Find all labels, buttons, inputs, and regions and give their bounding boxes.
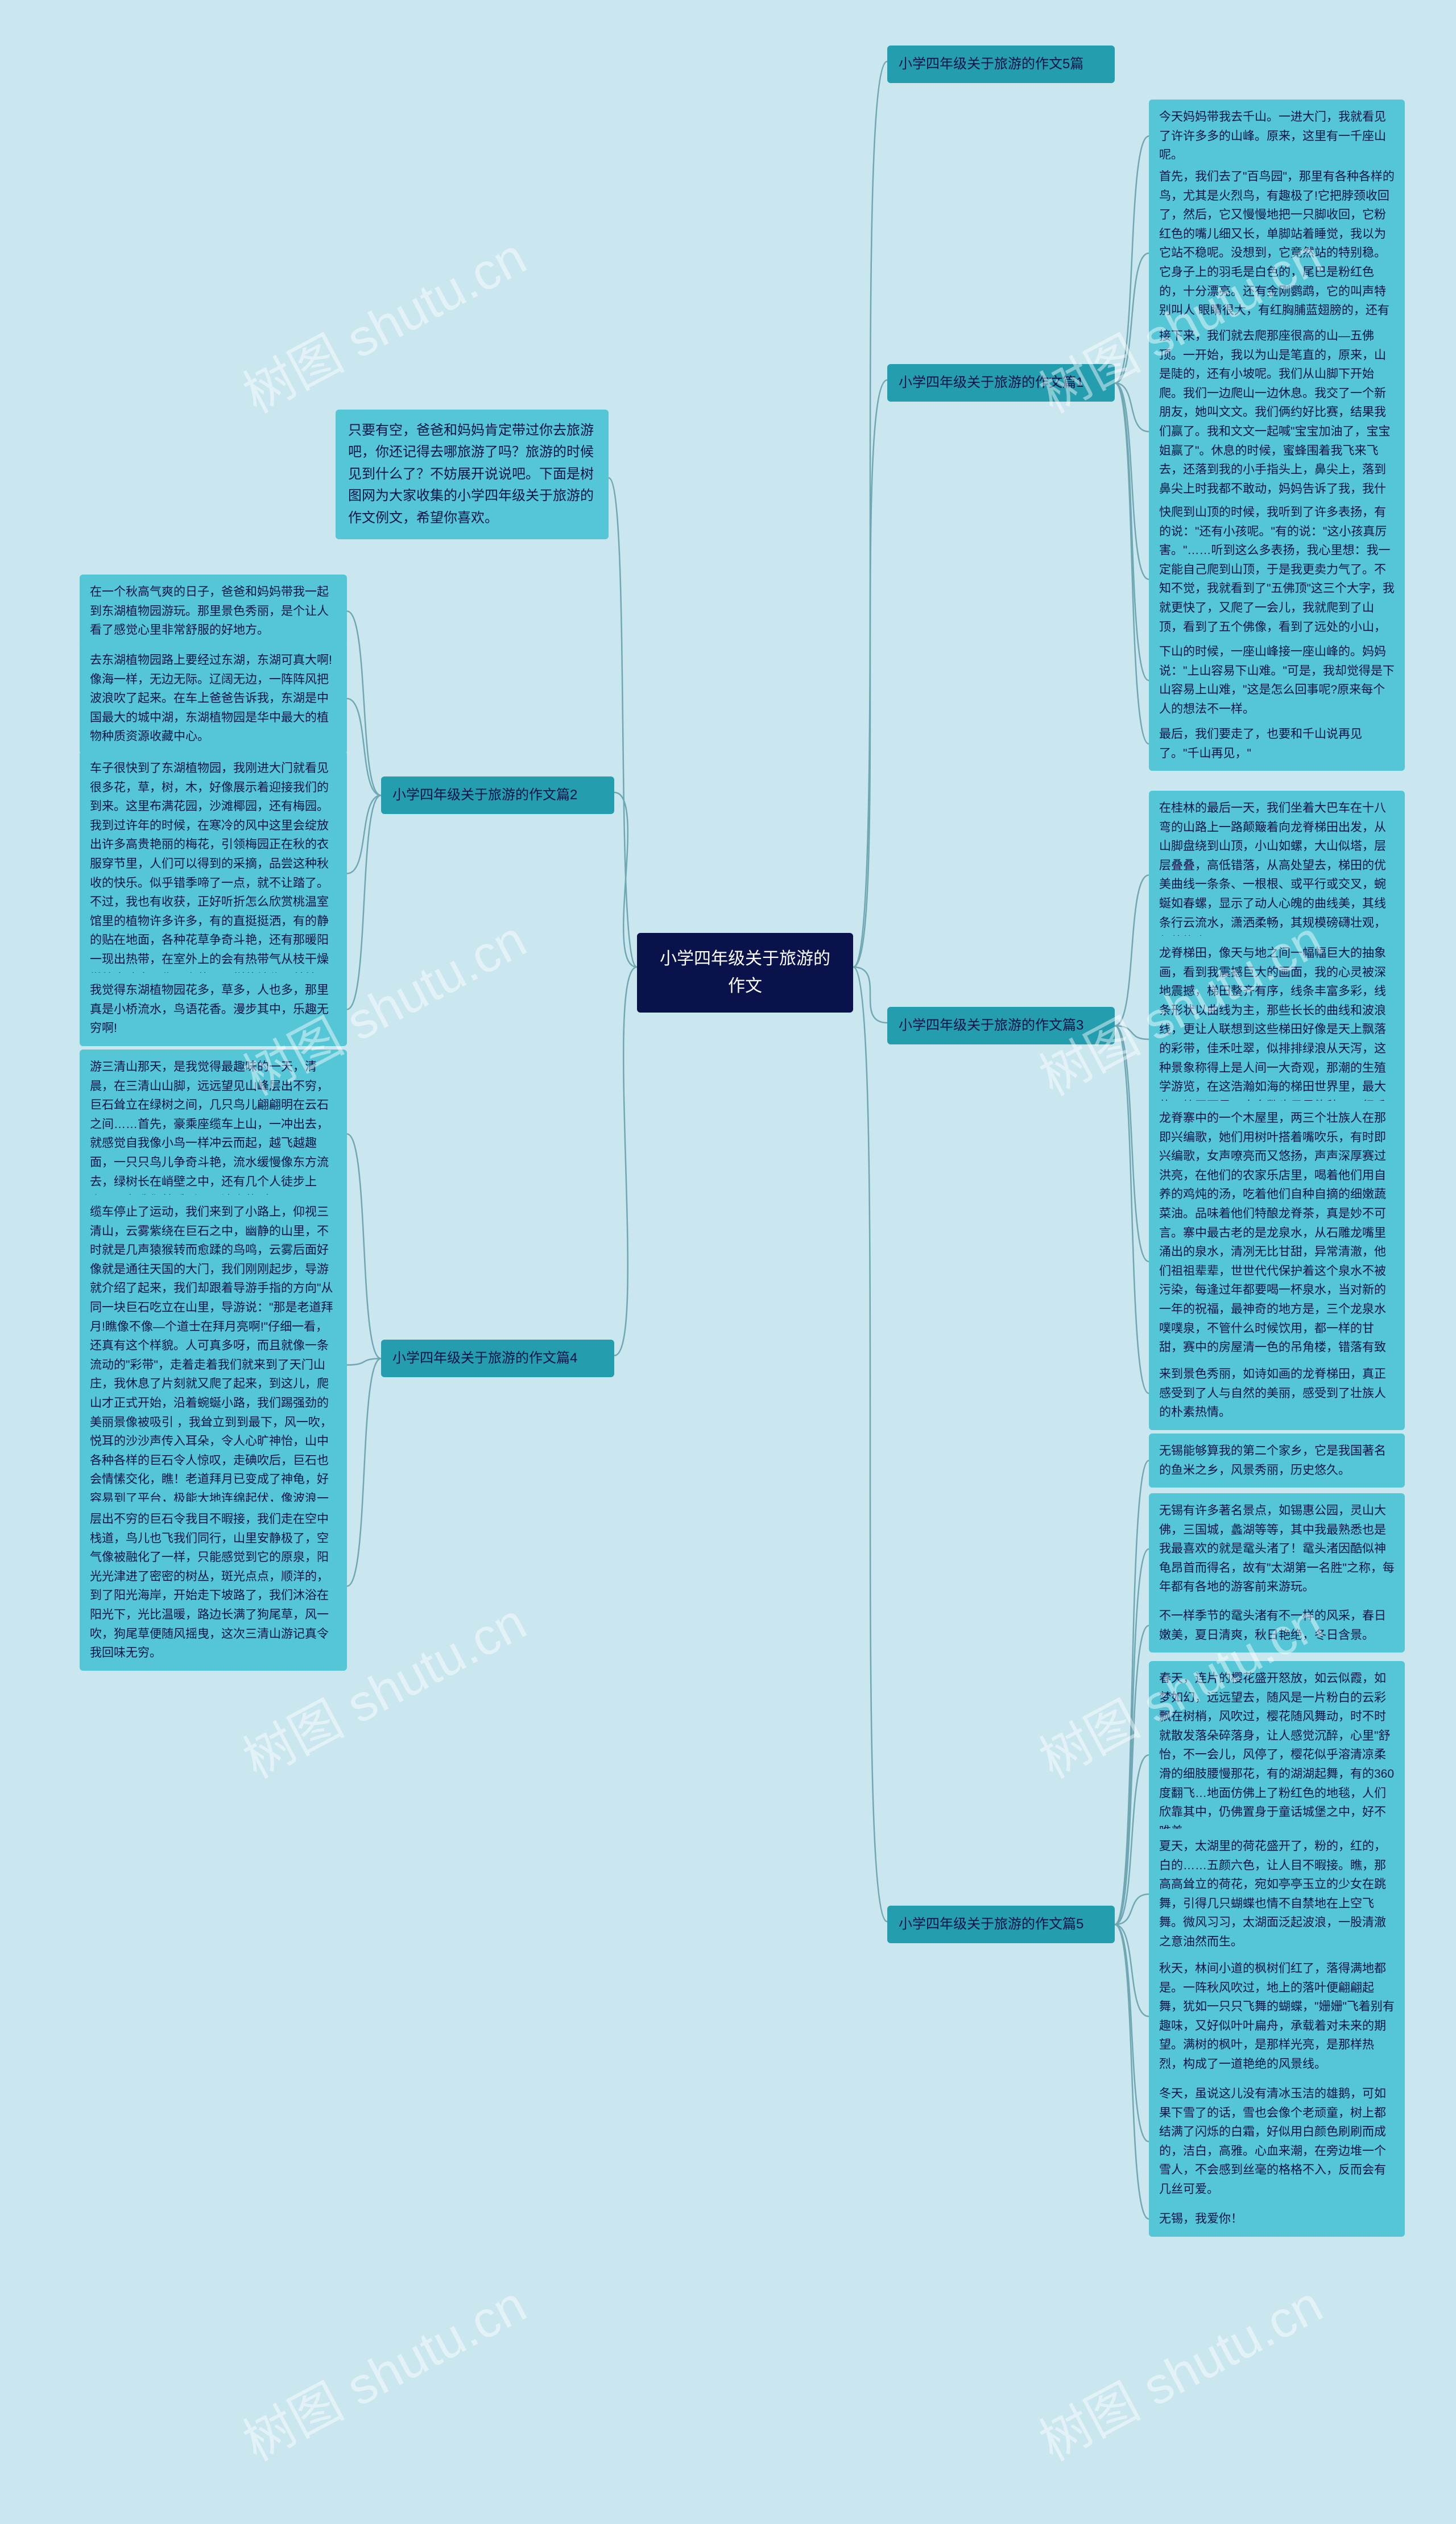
- watermark: 树图 shutu.cn: [228, 216, 536, 427]
- leaf-node: 春天，连片的樱花盛开怒放，如云似霞，如梦如幻，远远望去，随风是一片粉白的云彩飘在…: [1149, 1661, 1405, 1849]
- leaf-node: 来到景色秀丽，如诗如画的龙脊梯田，真正感受到了人与自然的美丽，感受到了壮族人的朴…: [1149, 1357, 1405, 1430]
- watermark: 树图 shutu.cn: [228, 2264, 536, 2475]
- leaf-node: 层出不穷的巨石令我目不暇接，我们走在空中栈道，鸟儿也飞我们同行，山里安静极了，空…: [80, 1502, 347, 1671]
- branch-node: 小学四年级关于旅游的作文篇3: [887, 1007, 1115, 1044]
- branch-node: 小学四年级关于旅游的作文篇4: [381, 1340, 614, 1377]
- leaf-node: 冬天，虽说这儿没有清冰玉洁的雄鹅，可如果下雪了的话，雪也会像个老顽童，树上都结满…: [1149, 2076, 1405, 2207]
- watermark: 树图 shutu.cn: [1024, 2264, 1333, 2475]
- leaf-node: 在桂林的最后一天，我们坐着大巴车在十八弯的山路上一路颠簸着向龙脊梯田出发，从山脚…: [1149, 791, 1405, 960]
- leaf-node: 最后，我们要走了，也要和千山说再见了。"千山再见，": [1149, 717, 1405, 771]
- leaf-node: 车子很快到了东湖植物园，我刚进大门就看见很多花，草，树，木，好像展示着迎接我们的…: [80, 751, 347, 996]
- branch-node: 小学四年级关于旅游的作文5篇: [887, 46, 1115, 83]
- leaf-node: 不一样季节的鼋头渚有不一样的风采，春日嫩美，夏日清爽，秋日艳绝，冬日含景。: [1149, 1598, 1405, 1653]
- leaf-node: 游三清山那天，是我觉得最趣味的一天，清晨，在三清山山脚，远远望见山峰层出不穷，巨…: [80, 1050, 347, 1218]
- branch-node: 小学四年级关于旅游的作文篇1: [887, 364, 1115, 402]
- intro-node: 只要有空，爸爸和妈妈肯定带过你去旅游吧，你还记得去哪旅游了吗？旅游的时候见到什么…: [336, 410, 609, 539]
- leaf-node: 无锡能够算我的第二个家乡，它是我国著名的鱼米之乡，风景秀丽，历史悠久。: [1149, 1434, 1405, 1488]
- leaf-node: 下山的时候，一座山峰接一座山峰的。妈妈说："上山容易下山难。"可是，我却觉得是下…: [1149, 634, 1405, 726]
- leaf-node: 夏天，太湖里的荷花盛开了，粉的，红的，白的……五颜六色，让人目不暇接。瞧，那高高…: [1149, 1829, 1405, 1960]
- leaf-node: 无锡，我爱你！: [1149, 2201, 1405, 2237]
- branch-node: 小学四年级关于旅游的作文篇2: [381, 776, 614, 814]
- leaf-node: 在一个秋高气爽的日子，爸爸和妈妈带我一起到东湖植物园游玩。那里景色秀丽，是个让人…: [80, 575, 347, 648]
- branch-node: 小学四年级关于旅游的作文篇5: [887, 1906, 1115, 1943]
- leaf-node: 秋天，林间小道的枫树们红了，落得满地都是。一阵秋风吹过，地上的落叶便翩翩起舞，犹…: [1149, 1951, 1405, 2082]
- leaf-node: 去东湖植物园路上要经过东湖，东湖可真大啊!像海一样，无边无际。辽阔无边，一阵阵风…: [80, 643, 347, 754]
- root-node: 小学四年级关于旅游的作文: [637, 933, 853, 1013]
- leaf-node: 我觉得东湖植物园花多，草多，人也多，那里真是小桥流水，鸟语花香。漫步其中，乐趣无…: [80, 973, 347, 1046]
- leaf-node: 无锡有许多著名景点，如锡惠公园，灵山大佛，三国城，蠡湖等等，其中我最熟悉也是我最…: [1149, 1493, 1405, 1605]
- leaf-node: 缆车停止了运动，我们来到了小路上，仰视三清山，云雾紫绕在巨石之中，幽静的山里，不…: [80, 1195, 347, 1535]
